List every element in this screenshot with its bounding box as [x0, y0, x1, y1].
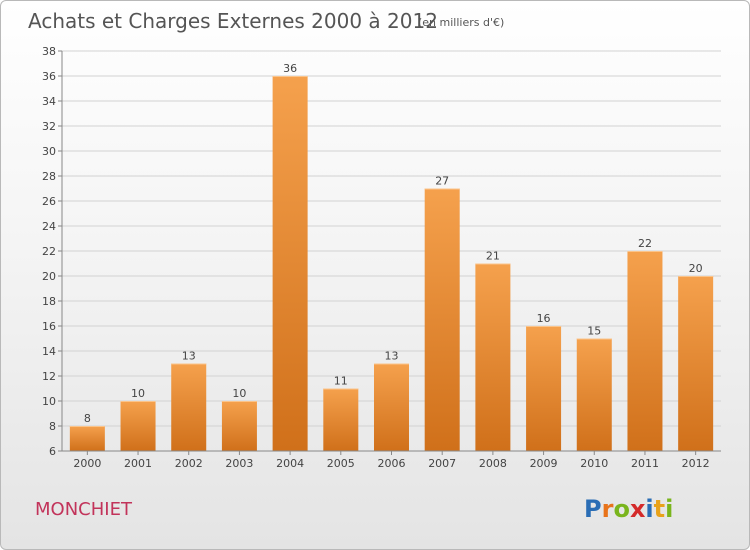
- logo-letter: x: [630, 495, 646, 523]
- x-tick-label: 2009: [530, 457, 558, 470]
- y-tick-label: 36: [42, 70, 56, 83]
- x-tick-label: 2006: [378, 457, 406, 470]
- chart-title: Achats et Charges Externes 2000 à 2012: [28, 9, 438, 33]
- logo-letter: P: [584, 495, 602, 523]
- logo-letter: i: [665, 495, 673, 523]
- x-tick-label: 2008: [479, 457, 507, 470]
- x-tick-label: 2000: [73, 457, 101, 470]
- x-tick-label: 2001: [124, 457, 152, 470]
- y-tick-label: 20: [42, 270, 56, 283]
- proxiti-logo: Proxiti: [584, 495, 673, 523]
- bar-2006: [374, 363, 409, 451]
- y-tick-label: 24: [42, 220, 56, 233]
- data-label: 20: [689, 262, 703, 275]
- y-tick-label: 18: [42, 295, 56, 308]
- bar-2010: [576, 338, 612, 451]
- data-label: 36: [283, 62, 297, 75]
- axes: 6 8 10 12 14 16 18 20 22 24 26 28 30 32 34 36 38 2000 2001…: [42, 45, 721, 470]
- y-tick-label: 16: [42, 320, 56, 333]
- logo-letter: i: [645, 495, 653, 523]
- data-label: 13: [182, 350, 196, 363]
- data-label: 11: [334, 375, 348, 388]
- x-tick-label: 2002: [175, 457, 203, 470]
- data-label: 15: [587, 325, 601, 338]
- bar-2007: [424, 188, 460, 451]
- bar-2011: [627, 251, 663, 451]
- data-label: 21: [486, 250, 500, 263]
- y-tick-label: 26: [42, 195, 56, 208]
- y-tick-label: 30: [42, 145, 56, 158]
- y-tick-label: 14: [42, 345, 56, 358]
- y-tick-label: 22: [42, 245, 56, 258]
- y-tick-label: 28: [42, 170, 56, 183]
- data-label: 27: [435, 175, 449, 188]
- bar-2012: [678, 276, 714, 451]
- x-tick-label: 2005: [327, 457, 355, 470]
- data-label: 22: [638, 237, 652, 250]
- gridlines: [62, 50, 721, 452]
- bar-2008: [475, 263, 511, 451]
- y-tick-label: 6: [49, 445, 56, 458]
- bar-2005: [323, 388, 359, 451]
- y-tick-label: 10: [42, 395, 56, 408]
- x-tick-label: 2004: [276, 457, 304, 470]
- logo-letter: t: [654, 495, 665, 523]
- y-tick-label: 32: [42, 120, 56, 133]
- bar-2009: [526, 326, 562, 451]
- bar-2003: [221, 401, 257, 451]
- x-tick-label: 2011: [631, 457, 659, 470]
- logo-letter: r: [602, 495, 614, 523]
- x-tick-label: 2012: [682, 457, 710, 470]
- x-tick-label: 2007: [428, 457, 456, 470]
- data-label: 10: [232, 387, 246, 400]
- bars: 8 10 13 10 36 11 13 27 21 16 15 22 20: [69, 62, 714, 451]
- data-label: 8: [84, 412, 91, 425]
- bar-2001: [120, 401, 156, 451]
- logo-letter: o: [613, 495, 630, 523]
- bar-2004: [272, 76, 308, 451]
- data-label: 10: [131, 387, 145, 400]
- y-tick-label: 38: [42, 45, 56, 58]
- bar-2000: [69, 426, 105, 451]
- data-label: 13: [385, 350, 399, 363]
- chart-subtitle: (en milliers d'€): [418, 16, 504, 29]
- y-tick-label: 12: [42, 370, 56, 383]
- x-tick-label: 2003: [225, 457, 253, 470]
- bar-2002: [171, 363, 207, 451]
- place-name: MONCHIET: [35, 499, 133, 520]
- data-label: 16: [537, 312, 551, 325]
- y-tick-label: 8: [49, 420, 56, 433]
- y-tick-label: 34: [42, 95, 56, 108]
- x-tick-label: 2010: [580, 457, 608, 470]
